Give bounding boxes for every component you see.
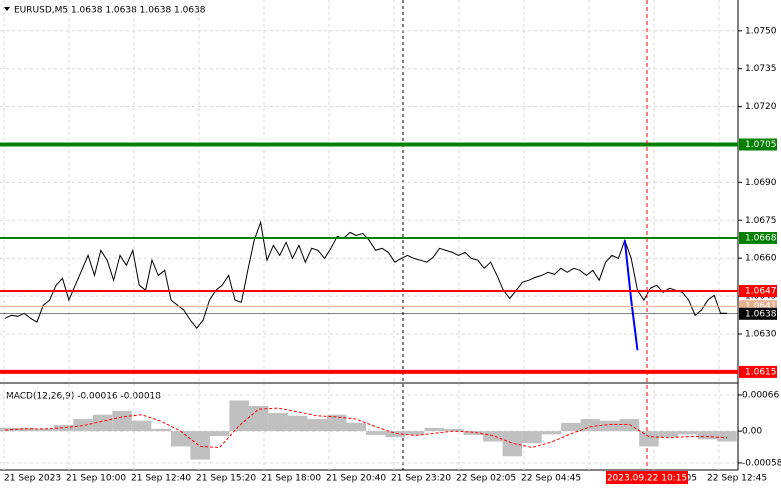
macd-bar: [424, 427, 445, 432]
macd-bar: [131, 420, 152, 432]
y-tick-label: 1.0660: [745, 254, 777, 264]
macd-bar: [502, 431, 523, 457]
macd-bar: [366, 431, 386, 435]
macd-bar: [170, 431, 191, 447]
macd-bar: [307, 419, 327, 432]
x-tick-label: 21 Sep 23:20: [391, 474, 451, 484]
level-tag-label: 1.0647: [745, 287, 777, 297]
x-tick-label: 21 Sep 12:40: [131, 474, 191, 484]
macd-bar: [639, 431, 659, 447]
x-tick-label: 21 Sep 2023: [4, 474, 61, 484]
y-tick-label: 1.0690: [745, 178, 777, 188]
macd-bar: [346, 422, 366, 432]
y-tick-label: 1.0630: [745, 329, 777, 339]
macd-bar: [14, 427, 35, 432]
x-tick-label: 21 Sep 15:20: [196, 474, 256, 484]
macd-bar: [463, 431, 484, 435]
level-tag: [739, 307, 777, 320]
macd-bar: [405, 431, 425, 435]
x-tick-label: 21 Sep 18:00: [261, 474, 321, 484]
crosshair-tag: [606, 471, 688, 484]
macd-bar: [561, 422, 581, 432]
macd-bar: [658, 431, 679, 438]
chart-title: EURUSD,M5 1.0638 1.0638 1.0638 1.0638: [14, 6, 206, 16]
level-tag: [739, 365, 777, 378]
macd-bar: [580, 419, 601, 432]
y-tick-label: 1.0720: [745, 102, 777, 112]
macd-bar: [678, 431, 698, 435]
signal-line: [4, 407, 728, 449]
x-tick-label: 05: [686, 474, 697, 484]
macd-bar: [326, 414, 347, 432]
x-tick-label: 21 Sep 20:40: [326, 474, 386, 484]
y-tick-label: 1.0750: [745, 26, 777, 36]
level-tag-label: 1.0668: [745, 233, 777, 243]
macd-bar: [112, 410, 132, 432]
macd-title: MACD(12,26,9) -0.00016 -0.00018: [6, 392, 161, 402]
y-tick-label: -0.00058: [742, 458, 781, 468]
macd-bar: [385, 431, 406, 438]
macd-bar: [541, 431, 562, 435]
x-tick-label: 22 Sep 12:45: [707, 474, 767, 484]
macd-bar: [444, 428, 464, 432]
macd-bar: [483, 431, 503, 442]
level-tag-label: 1.0641: [745, 302, 777, 312]
y-tick-label: 1.0735: [745, 64, 777, 74]
y-tick-label: 0.00066: [742, 390, 779, 400]
level-tag: [739, 285, 777, 298]
level-tag: [739, 231, 777, 244]
x-tick-label: 22 Sep 04:45: [521, 474, 581, 484]
x-tick-label: 21 Sep 10:00: [66, 474, 126, 484]
macd-bar: [53, 425, 74, 432]
y-tick-label: 0.00: [742, 427, 762, 437]
y-tick-label: 1.0675: [745, 216, 777, 226]
level-tag-label: 1.0705: [745, 140, 777, 150]
crosshair-label: 2023.09.22 10:15: [607, 474, 687, 484]
macd-bar: [190, 431, 210, 460]
macd-bar: [522, 431, 542, 444]
price-line: [623, 240, 639, 351]
price-line: [4, 220, 727, 330]
macd-bar: [268, 413, 288, 432]
x-tick-label: 22 Sep 02:05: [456, 474, 516, 484]
level-tag: [739, 138, 777, 151]
macd-bar: [73, 419, 93, 432]
level-tag-label: 1.0615: [745, 367, 777, 377]
macd-bar: [34, 428, 54, 432]
macd-bar: [600, 420, 620, 432]
macd-bar: [248, 405, 269, 432]
menu-arrow[interactable]: [4, 7, 10, 11]
macd-bar: [717, 431, 737, 442]
macd-bar: [287, 415, 308, 432]
macd-bar: [697, 431, 718, 440]
macd-bar: [151, 428, 171, 432]
macd-bar: [92, 414, 113, 432]
macd-bar: [209, 431, 230, 437]
macd-bar: [229, 400, 249, 432]
level-tag-label: 1.0638: [745, 309, 777, 319]
